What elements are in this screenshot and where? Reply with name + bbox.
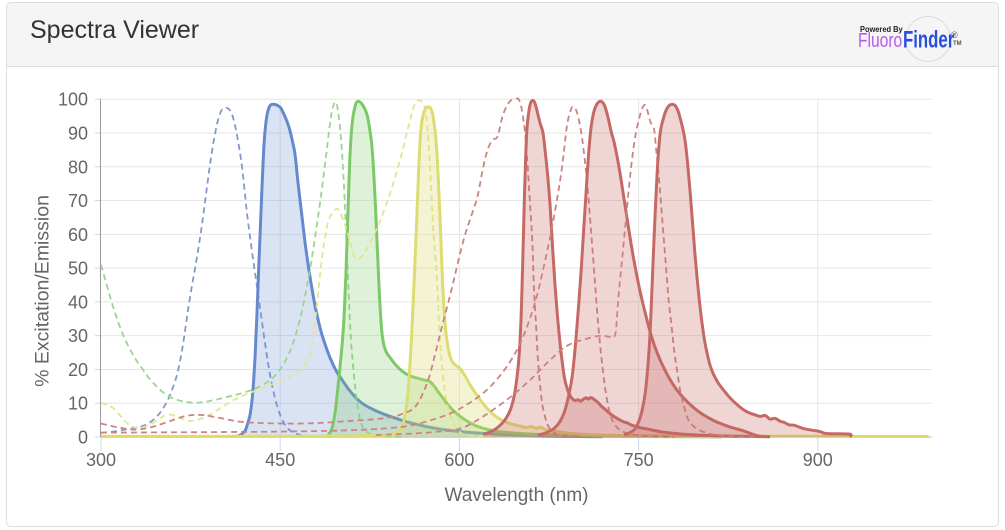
svg-text:750: 750: [624, 450, 654, 470]
svg-text:70: 70: [68, 191, 88, 211]
svg-text:90: 90: [68, 123, 88, 143]
svg-text:0: 0: [78, 428, 88, 448]
svg-text:300: 300: [86, 450, 116, 470]
svg-text:% Excitation/Emission: % Excitation/Emission: [32, 195, 54, 387]
svg-text:100: 100: [58, 90, 88, 110]
svg-text:30: 30: [68, 326, 88, 346]
svg-text:900: 900: [803, 450, 833, 470]
svg-text:600: 600: [444, 450, 474, 470]
svg-text:40: 40: [68, 292, 88, 312]
svg-text:20: 20: [68, 360, 88, 380]
svg-text:50: 50: [68, 259, 88, 279]
svg-text:Wavelength (nm): Wavelength (nm): [445, 485, 589, 506]
svg-text:450: 450: [265, 450, 295, 470]
svg-text:10: 10: [68, 394, 88, 414]
svg-text:60: 60: [68, 225, 88, 245]
svg-text:80: 80: [68, 157, 88, 177]
